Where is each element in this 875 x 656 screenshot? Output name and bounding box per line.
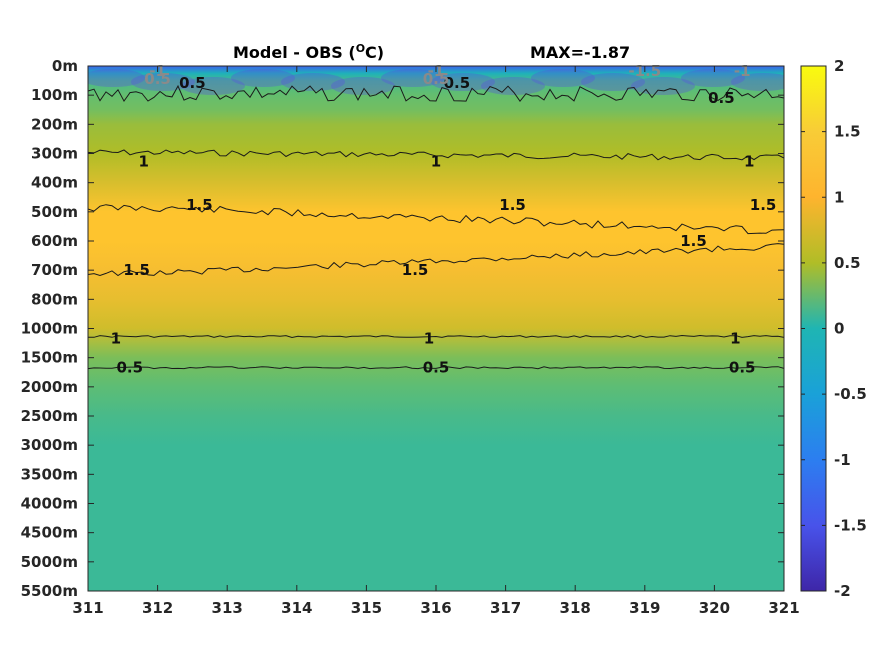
y-tick-label: 800m [31, 290, 78, 308]
contour-line-1 [88, 149, 784, 161]
contour-label: 1 [431, 153, 441, 171]
colorbar-tick-label: 1 [834, 188, 844, 206]
contour-label: 1 [111, 330, 121, 348]
contour-label: 1.5 [680, 232, 707, 250]
y-tick-label: 4500m [21, 524, 78, 542]
y-tick-label: 600m [31, 232, 78, 250]
y-tick-label: 0m [52, 57, 78, 75]
contour-line-2 [88, 204, 784, 235]
surface-anomaly-blob [481, 77, 545, 95]
x-tick-label: 320 [699, 599, 730, 617]
y-tick-label: 300m [31, 145, 78, 163]
y-tick-label: 3500m [21, 465, 78, 483]
colorbar-tick-label: -1.5 [834, 516, 867, 534]
contour-line-3 [88, 243, 784, 277]
y-tick-label: 500m [31, 203, 78, 221]
surface-contour-label: 0.5 [423, 70, 450, 88]
y-tick-label: 700m [31, 261, 78, 279]
y-axis: 0m 100m 200m 300m 400m 500m 600m 700m 800m 1000m 1… [21, 57, 784, 600]
contour-label: 1.5 [402, 261, 429, 279]
surface-anomaly-blob [431, 73, 495, 91]
colorbar-tick-label: -0.5 [834, 385, 867, 403]
surface-anomaly-blob [531, 69, 595, 87]
x-tick-label: 311 [72, 599, 103, 617]
x-tick-label: 316 [420, 599, 451, 617]
contour-label: 1 [730, 330, 740, 348]
colorbar-tick-label: 2 [834, 57, 844, 75]
x-tick-label: 312 [142, 599, 173, 617]
surface-anomaly-blob [88, 69, 145, 87]
colorbar-tick-label: 1.5 [834, 123, 861, 141]
surface-contour-label: 0.5 [144, 70, 171, 88]
surface-anomaly-blob [731, 73, 784, 91]
contour-label: 1 [138, 153, 148, 171]
y-tick-label: 1500m [21, 349, 78, 367]
contour-label: 1 [744, 153, 754, 171]
contour-label: 1.5 [123, 261, 150, 279]
y-tick-label: 4000m [21, 495, 78, 513]
x-tick-label: 321 [768, 599, 799, 617]
surface-anomaly-blob [331, 77, 395, 95]
x-tick-label: 313 [212, 599, 243, 617]
contour-label: 0.5 [708, 89, 735, 107]
heatmap-field [88, 66, 784, 591]
y-tick-label: 200m [31, 115, 78, 133]
y-tick-label: 100m [31, 86, 78, 104]
chart-title-text: Model - OBS (OC) [233, 42, 384, 62]
y-tick-label: 3000m [21, 436, 78, 454]
x-tick-label: 314 [281, 599, 312, 617]
plot-area: 0.5 0.50.51 1 11.5 1.5 1.51.5 1.51.51 1 10.5 0.5 0… [21, 57, 800, 617]
contour-label: 0.5 [444, 74, 471, 92]
title-unit-suffix: C) [365, 43, 384, 62]
contour-label: 1 [424, 330, 434, 348]
y-tick-label: 1000m [21, 320, 78, 338]
colorbar-tick-label: -1 [834, 451, 851, 469]
chart-title: Model - OBS (OC) [233, 42, 384, 62]
colorbar-gradient [800, 65, 827, 592]
contour-label: 0.5 [179, 74, 206, 92]
contour-label: 1.5 [186, 196, 213, 214]
surface-anomaly-blob [181, 77, 245, 95]
y-tick-label: 2000m [21, 378, 78, 396]
heatmap-texture [88, 69, 784, 95]
contour-label: 0.5 [729, 359, 756, 377]
surface-anomaly-blob [381, 69, 445, 87]
contour-line-5 [88, 366, 784, 370]
contour-label: 1.5 [499, 196, 526, 214]
contour-line-4 [88, 334, 784, 339]
x-tick-label: 318 [560, 599, 591, 617]
surface-contour-label: -1 [734, 62, 751, 80]
contour-line-0 [88, 84, 784, 103]
contour-label: 0.5 [423, 359, 450, 377]
title-main: Model - OBS ( [233, 43, 356, 62]
colorbar-tick-label: 0 [834, 320, 844, 338]
y-tick-label: 2500m [21, 407, 78, 425]
colorbar-tick-label: -2 [834, 582, 851, 600]
title-unit-superscript: O [356, 42, 365, 55]
surface-anomaly-blob [131, 73, 195, 91]
surface-anomaly-blob [231, 69, 295, 87]
x-tick-label: 315 [351, 599, 382, 617]
y-tick-label: 400m [31, 174, 78, 192]
contour-label: 1.5 [750, 196, 777, 214]
colorbar: 2 1.5 1 0.5 0 -0.5 -1 -1.5 -2 [800, 57, 867, 600]
contour-label: 0.5 [117, 359, 144, 377]
surface-anomaly-blob [681, 69, 745, 87]
x-tick-label: 319 [629, 599, 660, 617]
x-axis: 311 312 313 314 315 316 317 318 319 320 321 [72, 66, 800, 617]
colorbar-ticks: 2 1.5 1 0.5 0 -0.5 -1 -1.5 -2 [801, 57, 867, 600]
max-annotation: MAX=-1.87 [530, 43, 630, 62]
surface-anomaly-blob [581, 73, 645, 91]
x-tick-label: 317 [490, 599, 521, 617]
y-tick-label: 5000m [21, 553, 78, 571]
colorbar-tick-label: 0.5 [834, 254, 861, 272]
surface-anomaly-blob [281, 73, 345, 91]
contour-lines [88, 84, 784, 370]
y-tick-label: 5500m [21, 582, 78, 600]
